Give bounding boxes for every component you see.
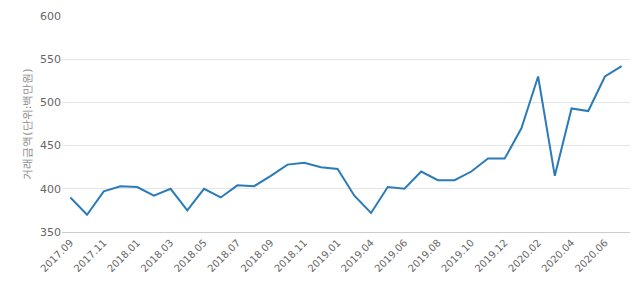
svg-text:450: 450 — [40, 139, 61, 152]
svg-text:거래금액(단위:백만원): 거래금액(단위:백만원) — [21, 68, 34, 179]
svg-text:2018.11: 2018.11 — [272, 237, 309, 274]
svg-text:2019.12: 2019.12 — [473, 237, 510, 274]
svg-text:2018.03: 2018.03 — [139, 237, 176, 274]
svg-text:500: 500 — [40, 96, 61, 109]
svg-text:2018.01: 2018.01 — [105, 237, 142, 274]
svg-text:2019.06: 2019.06 — [372, 237, 409, 274]
svg-text:2017.09: 2017.09 — [38, 237, 75, 274]
svg-text:2019.10: 2019.10 — [439, 237, 476, 274]
svg-text:2018.05: 2018.05 — [172, 237, 209, 274]
svg-text:2017.11: 2017.11 — [72, 237, 109, 274]
svg-text:2019.08: 2019.08 — [406, 237, 443, 274]
svg-text:2020.04: 2020.04 — [539, 237, 576, 274]
svg-text:2019.04: 2019.04 — [339, 237, 376, 274]
svg-text:2018.09: 2018.09 — [239, 237, 276, 274]
svg-text:350: 350 — [40, 226, 61, 239]
svg-text:550: 550 — [40, 53, 61, 66]
svg-text:2020.02: 2020.02 — [506, 237, 543, 274]
svg-text:2020.06: 2020.06 — [573, 237, 610, 274]
svg-text:2018.07: 2018.07 — [205, 237, 242, 274]
svg-text:400: 400 — [40, 183, 61, 196]
svg-text:600: 600 — [40, 10, 61, 23]
svg-text:2019.01: 2019.01 — [306, 237, 343, 274]
